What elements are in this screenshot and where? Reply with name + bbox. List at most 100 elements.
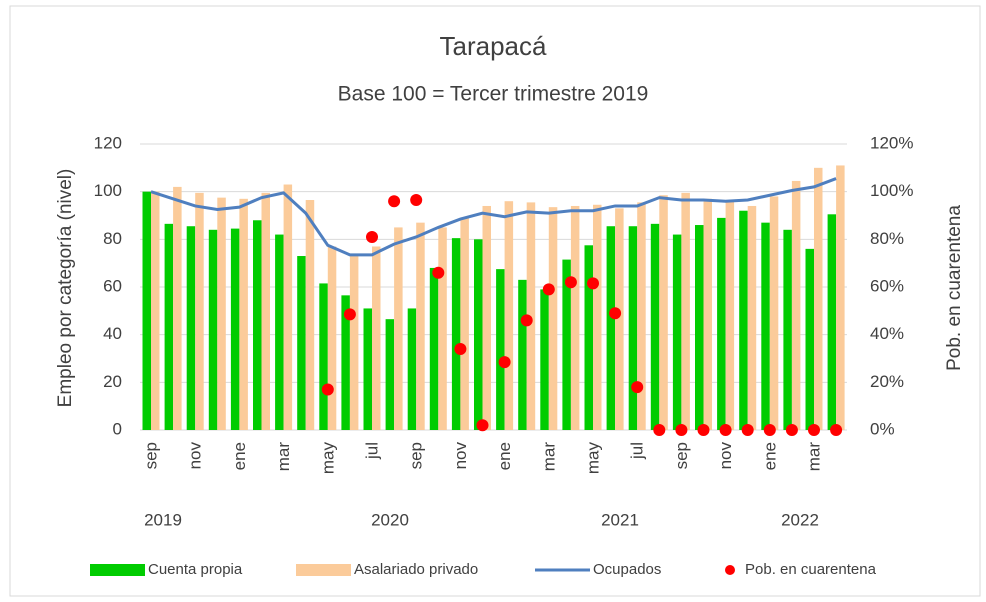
y-tick-label: 0	[113, 419, 122, 438]
point	[830, 424, 843, 436]
point	[343, 308, 356, 321]
x-tick-label: may	[583, 442, 602, 475]
bar	[239, 198, 248, 430]
bar	[496, 269, 505, 430]
bar	[319, 283, 328, 430]
bar	[650, 223, 660, 430]
point	[763, 424, 776, 436]
x-tick-label: nov	[716, 442, 735, 470]
bar	[275, 234, 284, 430]
point	[520, 314, 533, 327]
bar	[672, 234, 682, 430]
y-tick-label: 80	[103, 229, 122, 248]
point	[564, 276, 577, 289]
y2-tick-label: 0%	[870, 419, 895, 438]
chart-title: Tarapacá	[440, 31, 547, 61]
bar	[451, 238, 461, 430]
bar	[593, 204, 602, 430]
bar	[703, 198, 712, 430]
bar	[429, 267, 439, 430]
bar	[297, 256, 306, 430]
line	[150, 177, 837, 257]
bar	[349, 256, 359, 430]
chart-subtitle: Base 100 = Tercer trimestre 2019	[338, 83, 649, 106]
x-tick-label: may	[318, 442, 337, 475]
bar	[341, 295, 350, 430]
bar	[615, 208, 624, 430]
bar	[372, 246, 381, 430]
legend-swatch	[296, 564, 351, 576]
point	[697, 424, 710, 436]
year-label: 2019	[144, 510, 182, 529]
bar	[394, 227, 403, 430]
y2-tick-label: 40%	[870, 324, 904, 343]
bar	[283, 184, 293, 430]
x-tick-label: sep	[141, 442, 160, 469]
point	[587, 277, 599, 290]
bar	[783, 229, 792, 430]
year-label: 2021	[601, 510, 639, 529]
x-tick-label: sep	[672, 442, 691, 469]
point	[454, 342, 467, 355]
bar	[628, 226, 638, 430]
bar	[747, 205, 757, 430]
bar	[637, 202, 646, 430]
bar	[739, 210, 748, 430]
bar	[230, 228, 240, 430]
y2-tick-label: 80%	[870, 229, 904, 248]
bar	[151, 191, 160, 430]
bar	[327, 246, 337, 430]
bar	[548, 207, 558, 430]
y-tick-label: 20	[103, 372, 122, 391]
point	[410, 194, 423, 207]
bar	[208, 229, 218, 430]
legend-swatch	[725, 565, 735, 575]
point	[366, 230, 378, 243]
x-tick-label: jul	[362, 442, 381, 460]
point	[388, 195, 401, 208]
x-tick-label: nov	[451, 442, 470, 470]
y-tick-label: 100	[94, 181, 122, 200]
point	[432, 266, 445, 279]
legend-label: Pob. en cuarentena	[745, 561, 877, 578]
year-label: 2020	[371, 510, 409, 529]
bar	[438, 227, 447, 430]
bar	[195, 192, 204, 430]
point	[476, 419, 489, 432]
bar	[570, 205, 580, 430]
point	[321, 383, 334, 396]
bar	[659, 195, 668, 430]
bar	[761, 222, 770, 430]
bar	[584, 245, 593, 430]
bar	[725, 200, 735, 430]
legend-label: Cuenta propia	[148, 561, 243, 578]
bar	[460, 217, 469, 430]
bar	[474, 239, 483, 430]
x-tick-label: ene	[230, 442, 249, 470]
bar	[482, 205, 491, 430]
y-tick-label: 120	[94, 133, 122, 152]
bar	[562, 259, 571, 430]
x-tick-label: ene	[495, 442, 514, 470]
x-tick-label: mar	[274, 442, 293, 472]
bar	[173, 186, 182, 430]
bar	[416, 222, 425, 430]
bar	[606, 226, 616, 430]
point	[808, 424, 820, 436]
bar	[142, 191, 151, 430]
bar	[681, 192, 690, 430]
point	[609, 307, 622, 320]
bar	[717, 217, 726, 430]
bar	[217, 197, 226, 430]
bar	[814, 167, 823, 431]
year-label: 2022	[781, 510, 819, 529]
bar	[769, 196, 779, 430]
x-tick-label: mar	[804, 442, 823, 472]
y2-tick-label: 60%	[870, 276, 904, 295]
bar	[186, 226, 196, 430]
x-tick-label: mar	[539, 442, 558, 472]
bar	[805, 248, 814, 430]
point	[741, 424, 754, 436]
bar	[385, 319, 395, 430]
bar	[695, 225, 704, 430]
